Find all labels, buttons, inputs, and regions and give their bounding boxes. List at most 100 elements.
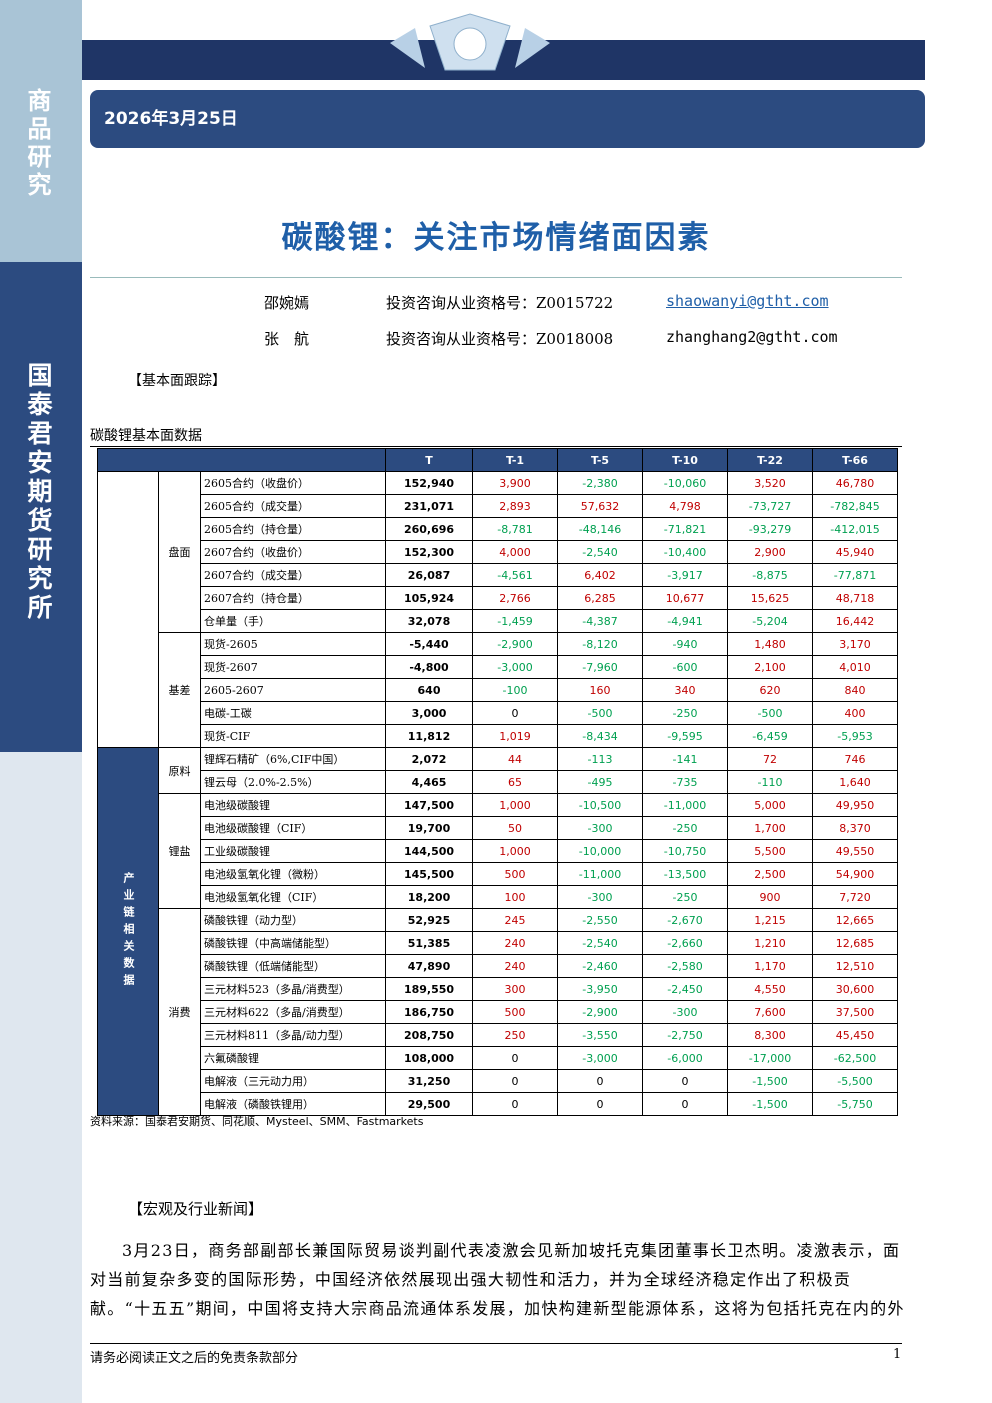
- cell: 4,550: [727, 977, 814, 1001]
- cell: -10,060: [642, 471, 729, 495]
- cell: -495: [557, 770, 644, 794]
- cell: 26,087: [385, 563, 474, 587]
- cell: 31,250: [385, 1069, 474, 1093]
- cell: -250: [642, 701, 729, 725]
- cell: 30,600: [812, 977, 899, 1001]
- row-label: 锂辉石精矿（6%,CIF中国）: [199, 747, 387, 771]
- table-row: 三元材料523（多晶/消费型） 189,550 300 -3,950 -2,450 4,5…: [98, 977, 899, 1001]
- cell: -2,540: [557, 540, 644, 564]
- cell: -2,580: [642, 954, 729, 978]
- column-header: T: [385, 448, 474, 472]
- cell: 2,500: [727, 862, 814, 886]
- cell: 260,696: [385, 517, 474, 541]
- cell: 0: [472, 1092, 559, 1116]
- group-label: 原料: [158, 747, 201, 794]
- cell: -1,500: [727, 1069, 814, 1093]
- cell: 29,500: [385, 1092, 474, 1116]
- cell: 500: [472, 862, 559, 886]
- row-label: 现货-CIF: [199, 724, 387, 748]
- row-label: 工业级碳酸锂: [199, 839, 387, 863]
- section-label: 产业链相关数据: [97, 747, 159, 1116]
- cell: 152,940: [385, 471, 474, 495]
- table-row: 2605合约（持仓量） 260,696 -8,781 -48,146 -71,821 -9…: [98, 517, 899, 541]
- section-heading: 【宏观及行业新闻】: [128, 1200, 264, 1218]
- cell: 12,510: [812, 954, 899, 978]
- row-label: 现货-2607: [199, 655, 387, 679]
- cell: 231,071: [385, 494, 474, 518]
- cell: 16,442: [812, 609, 899, 633]
- cell: -5,750: [812, 1092, 899, 1116]
- cell: -17,000: [727, 1046, 814, 1070]
- author-email: zhanghang2@gtht.com: [666, 328, 838, 346]
- cell: 208,750: [385, 1023, 474, 1047]
- rule: [90, 277, 902, 278]
- row-label: 2605合约（成交量）: [199, 494, 387, 518]
- row-label: 2607合约（成交量）: [199, 563, 387, 587]
- cell: 186,750: [385, 1000, 474, 1024]
- cell: 0: [557, 1069, 644, 1093]
- cell: 4,465: [385, 770, 474, 794]
- cell: 10,677: [642, 586, 729, 610]
- cell: 240: [472, 931, 559, 955]
- section-heading: 【基本面跟踪】: [128, 373, 226, 389]
- cell: -250: [642, 885, 729, 909]
- row-label: 锂云母（2.0%-2.5%）: [199, 770, 387, 794]
- cell: -2,750: [642, 1023, 729, 1047]
- cell: -500: [727, 701, 814, 725]
- column-header: T-66: [812, 448, 899, 472]
- cell: -73,727: [727, 494, 814, 518]
- cell: 189,550: [385, 977, 474, 1001]
- row-label: 仓单量（手）: [199, 609, 387, 633]
- cell: 105,924: [385, 586, 474, 610]
- data-table: T T-1 T-5 T-10 T-22 T-66 盘面 2605合约（收盘价） 152,940…: [96, 448, 899, 1116]
- cell: 400: [812, 701, 899, 725]
- row-label: 三元材料811（多晶/动力型）: [199, 1023, 387, 1047]
- cell: 52,925: [385, 908, 474, 932]
- cell: 2,766: [472, 586, 559, 610]
- cell: 5,000: [727, 793, 814, 817]
- table-row: 锂盐 电池级碳酸锂 147,500 1,000 -10,500 -11,000 5,000 4…: [98, 793, 899, 909]
- row-label: 三元材料622（多晶/消费型）: [199, 1000, 387, 1024]
- row-label: 电解液（三元动力用）: [199, 1069, 387, 1093]
- table-row: 2607合约（持仓量） 105,924 2,766 6,285 10,677 15,625…: [98, 586, 899, 610]
- table-row: 磷酸铁锂（中高端储能型） 51,385 240 -2,540 -2,660 1,210 12…: [98, 931, 899, 955]
- cell: -300: [642, 1000, 729, 1024]
- row-label: 磷酸铁锂（动力型）: [199, 908, 387, 932]
- cell: 0: [557, 1092, 644, 1116]
- cell: 45,450: [812, 1023, 899, 1047]
- cell: -4,561: [472, 563, 559, 587]
- cell: -13,500: [642, 862, 729, 886]
- cell: -3,000: [472, 655, 559, 679]
- table-row: 基差 现货-2605 -5,440 -2,900 -8,120 -940 1,480 3,17…: [98, 632, 899, 748]
- cell: 1,210: [727, 931, 814, 955]
- cell: 500: [472, 1000, 559, 1024]
- cell: 8,370: [812, 816, 899, 840]
- cell: -2,380: [557, 471, 644, 495]
- cell: -113: [557, 747, 644, 771]
- cell: -8,120: [557, 632, 644, 656]
- cell: 240: [472, 954, 559, 978]
- cell: -5,204: [727, 609, 814, 633]
- source: 资料来源：国泰君安期货、同花顺、Mysteel、SMM、Fastmarkets: [90, 1115, 424, 1128]
- row-label: 磷酸铁锂（低端储能型）: [199, 954, 387, 978]
- row-label: 2605合约（收盘价）: [199, 471, 387, 495]
- cell: -2,900: [472, 632, 559, 656]
- logo: [390, 13, 550, 71]
- table-row: 2607合约（成交量） 26,087 -4,561 6,402 -3,917 -8,875…: [98, 563, 899, 587]
- cell: 250: [472, 1023, 559, 1047]
- row-label: 2607合约（收盘价）: [199, 540, 387, 564]
- table-row: 2605-2607 640 -100 160 340 620 840: [98, 678, 899, 702]
- cell: 3,900: [472, 471, 559, 495]
- table-row: 工业级碳酸锂 144,500 1,000 -10,000 -10,750 5,500 49,…: [98, 839, 899, 863]
- cell: -1,459: [472, 609, 559, 633]
- cell: -2,660: [642, 931, 729, 955]
- cell: 44: [472, 747, 559, 771]
- cell: 45,940: [812, 540, 899, 564]
- cell: 147,500: [385, 793, 474, 817]
- cell: 0: [642, 1092, 729, 1116]
- cell: -500: [557, 701, 644, 725]
- cell: 1,640: [812, 770, 899, 794]
- section-label: [97, 471, 159, 748]
- cell: -2,450: [642, 977, 729, 1001]
